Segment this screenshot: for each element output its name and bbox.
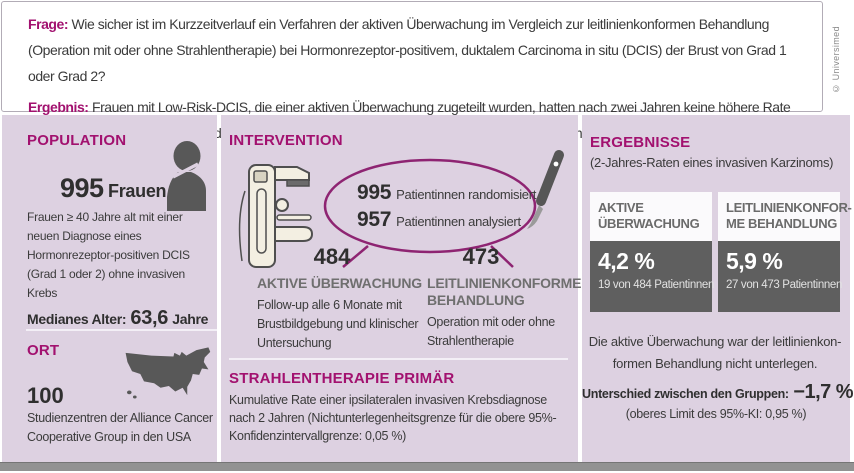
intervention-divider bbox=[229, 358, 568, 360]
result-label: Ergebnis: bbox=[28, 99, 89, 115]
result-card-1-rate: 4,2 % bbox=[598, 248, 655, 274]
result-card-2-detail: 27 von 473 Patientinnen bbox=[726, 279, 842, 291]
median-age-unit: Jahre bbox=[172, 311, 209, 327]
conclusion-line2: formen Behandlung nicht unterlegen. bbox=[612, 356, 818, 371]
result-card-1-title-line1: AKTIVE bbox=[598, 200, 644, 215]
question-label: Frage: bbox=[28, 16, 69, 32]
intervention-title: INTERVENTION bbox=[229, 132, 343, 149]
result-card-2-title: LEITLINIENKONFOR- ME BEHANDLUNG bbox=[718, 192, 852, 241]
arm2-name-line1: LEITLINIENKONFORME bbox=[427, 275, 582, 291]
population-count: 995 Frauen bbox=[60, 173, 167, 204]
median-age-value: 63,6 bbox=[130, 307, 169, 329]
result-card-1-body: 4,2 % 19 von 484 Patientinnen bbox=[590, 241, 714, 312]
analyzed-label: Patientinnen analysiert bbox=[396, 214, 521, 229]
result-card-1-detail: 19 von 484 Patientinnen bbox=[598, 279, 714, 291]
population-description: Frauen ≥ 40 Jahre alt mit einer neuen Di… bbox=[27, 210, 190, 300]
randomization-counts: 995 Patientinnen randomisiert 957 Patienti… bbox=[357, 181, 536, 235]
conclusion-text: Die aktive Überwachung war der leitlinie… bbox=[586, 331, 844, 375]
arm2-block: LEITLINIENKONFORME BEHANDLUNG Operation m… bbox=[427, 275, 581, 351]
arm1-block: AKTIVE ÜBERWACHUNG Follow-up alle 6 Mona… bbox=[257, 275, 429, 353]
bottom-bar bbox=[0, 462, 854, 471]
location-description: Studienzentren der Alliance Cancer Coope… bbox=[27, 411, 213, 444]
arm1-count: 484 bbox=[313, 244, 351, 269]
arm2-name: LEITLINIENKONFORME BEHANDLUNG bbox=[427, 275, 581, 309]
analyzed-row: 957 Patientinnen analysiert bbox=[357, 208, 536, 232]
arm2-count: 473 bbox=[462, 244, 500, 269]
question-text: Wie sicher ist im Kurzzeitverlauf ein Ve… bbox=[28, 16, 787, 84]
result-card-2-body: 5,9 % 27 von 473 Patientinnen bbox=[718, 241, 842, 312]
result-card-active-surveillance: AKTIVE ÜBERWACHUNG 4,2 % 19 von 484 Patie… bbox=[590, 192, 714, 312]
group-difference-label: Unterschied zwischen den Gruppen: bbox=[582, 387, 789, 401]
scalpel-icon bbox=[527, 150, 564, 229]
location-title: ORT bbox=[27, 342, 60, 359]
endpoint-description: Kumulative Rate einer ipsilateralen inva… bbox=[229, 393, 557, 443]
location-count: 100 bbox=[27, 383, 64, 408]
results-subtitle: (2-Jahres-Raten eines invasiven Karzinom… bbox=[590, 155, 834, 170]
result-card-1-title: AKTIVE ÜBERWACHUNG bbox=[590, 192, 712, 241]
result-card-guideline-treatment: LEITLINIENKONFOR- ME BEHANDLUNG 5,9 % 27 … bbox=[718, 192, 852, 312]
result-card-2-title-line1: LEITLINIENKONFOR- bbox=[726, 200, 852, 215]
usa-map-icon bbox=[125, 347, 211, 399]
randomized-label: Patientinnen randomisiert bbox=[396, 187, 537, 202]
result-card-2-title-line2: ME BEHANDLUNG bbox=[726, 216, 838, 231]
endpoint-title: STRAHLENTHERAPIE PRIMÄR bbox=[229, 370, 455, 387]
arm2-name-line2: BEHANDLUNG bbox=[427, 292, 525, 308]
population-count-unit: Frauen bbox=[108, 181, 167, 201]
population-title: POPULATION bbox=[27, 132, 127, 149]
population-count-number: 995 bbox=[60, 173, 104, 203]
confidence-interval-note: (oberes Limit des 95%-KI: 0,95 %) bbox=[625, 407, 807, 421]
arm1-description: Follow-up alle 6 Monate mit Brustbildgeb… bbox=[257, 298, 419, 350]
credit: © Universimed bbox=[831, 26, 841, 94]
mammography-icon bbox=[238, 164, 314, 268]
population-divider bbox=[26, 329, 217, 331]
median-age: Medianes Alter: 63,6 Jahre bbox=[27, 307, 208, 330]
results-panel: ERGEBNISSE (2-Jahres-Raten eines invasiv… bbox=[582, 115, 854, 462]
arm1-name: AKTIVE ÜBERWACHUNG bbox=[257, 275, 422, 291]
randomized-count: 995 bbox=[357, 181, 392, 204]
intervention-panel: INTERVENTION 995 Patientinnen randomisier… bbox=[221, 115, 581, 462]
randomized-row: 995 Patientinnen randomisiert bbox=[357, 181, 536, 205]
summary-box: Frage: Wie sicher ist im Kurzzeitverlauf… bbox=[1, 1, 823, 141]
median-age-label: Medianes Alter: bbox=[27, 311, 127, 327]
result-card-1-title-line2: ÜBERWACHUNG bbox=[598, 216, 700, 231]
woman-icon bbox=[167, 141, 206, 211]
group-difference: Unterschied zwischen den Gruppen: −1,7 % bbox=[582, 381, 854, 404]
analyzed-count: 957 bbox=[357, 208, 392, 231]
conclusion-line1: Die aktive Überwachung war der leitlinie… bbox=[588, 334, 842, 349]
results-title: ERGEBNISSE bbox=[590, 134, 691, 151]
question-paragraph: Frage: Wie sicher ist im Kurzzeitverlauf… bbox=[28, 11, 810, 89]
group-difference-value: −1,7 % bbox=[793, 381, 854, 403]
result-card-2-rate: 5,9 % bbox=[726, 248, 783, 274]
arm2-description: Operation mit oder ohne Strahlentherapie bbox=[427, 315, 555, 348]
population-panel: POPULATION 995 Frauen Frauen ≥ 40 Jahre … bbox=[2, 115, 217, 462]
